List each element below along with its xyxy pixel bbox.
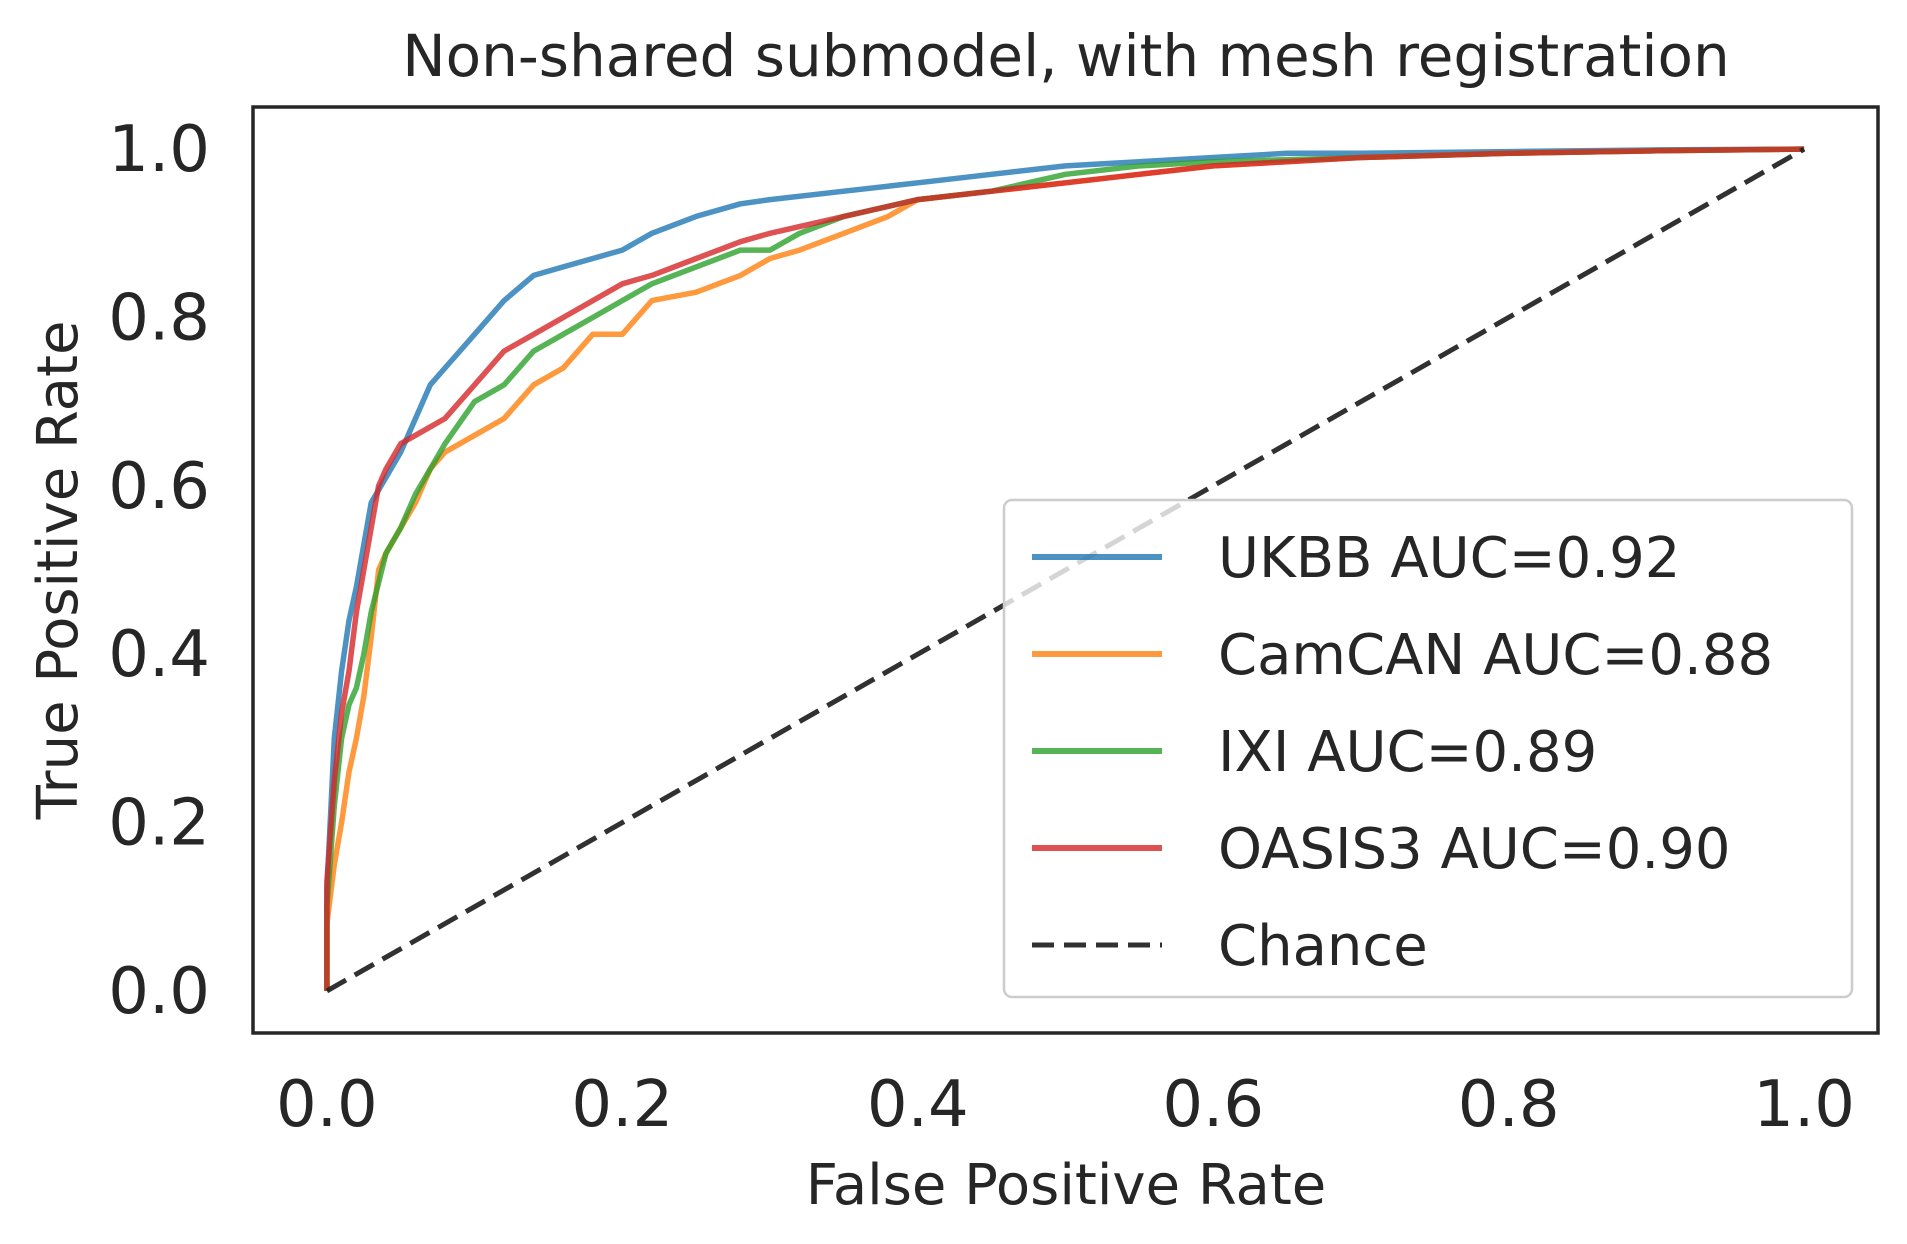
legend-label: UKBB AUC=0.92 xyxy=(1218,526,1680,591)
x-tick-label: 0.0 xyxy=(276,1068,378,1142)
legend-label: OASIS3 AUC=0.90 xyxy=(1218,817,1730,882)
y-tick-labels: 0.0 0.2 0.4 0.6 0.8 1.0 xyxy=(108,113,210,1029)
series-layer xyxy=(324,146,1806,994)
legend-label: Chance xyxy=(1218,914,1428,979)
legend: UKBB AUC=0.92 CamCAN AUC=0.88 IXI AUC=0.89… xyxy=(1002,498,1854,999)
x-tick-label: 0.4 xyxy=(867,1068,969,1142)
series-line-roc-3 xyxy=(324,146,1805,991)
y-tick-label: 0.2 xyxy=(108,787,210,861)
x-tick-label: 1.0 xyxy=(1753,1068,1855,1142)
series-line-roc-2 xyxy=(324,146,1805,991)
legend-label: CamCAN AUC=0.88 xyxy=(1218,623,1773,688)
y-tick-label: 0.6 xyxy=(108,450,210,524)
y-tick-label: 1.0 xyxy=(108,113,210,187)
y-tick-label: 0.0 xyxy=(108,955,210,1029)
y-tick-label: 0.8 xyxy=(108,281,210,355)
legend-box xyxy=(1002,498,1854,999)
x-tick-label: 0.8 xyxy=(1458,1068,1560,1142)
x-axis-label: False Positive Rate xyxy=(806,1153,1326,1218)
x-tick-label: 0.6 xyxy=(1162,1068,1264,1142)
chart-title: Non-shared submodel, with mesh registrat… xyxy=(402,22,1730,90)
x-tick-labels: 0.0 0.2 0.4 0.6 0.8 1.0 xyxy=(276,1068,1855,1142)
plot-frame xyxy=(251,105,1880,1035)
y-axis-label: True Positive Rate xyxy=(26,321,91,821)
legend-label: IXI AUC=0.89 xyxy=(1218,720,1597,785)
series-line-roc-0 xyxy=(324,146,1805,991)
plot-area xyxy=(251,105,1880,1035)
x-tick-label: 0.2 xyxy=(571,1068,673,1142)
y-tick-label: 0.4 xyxy=(108,618,210,692)
